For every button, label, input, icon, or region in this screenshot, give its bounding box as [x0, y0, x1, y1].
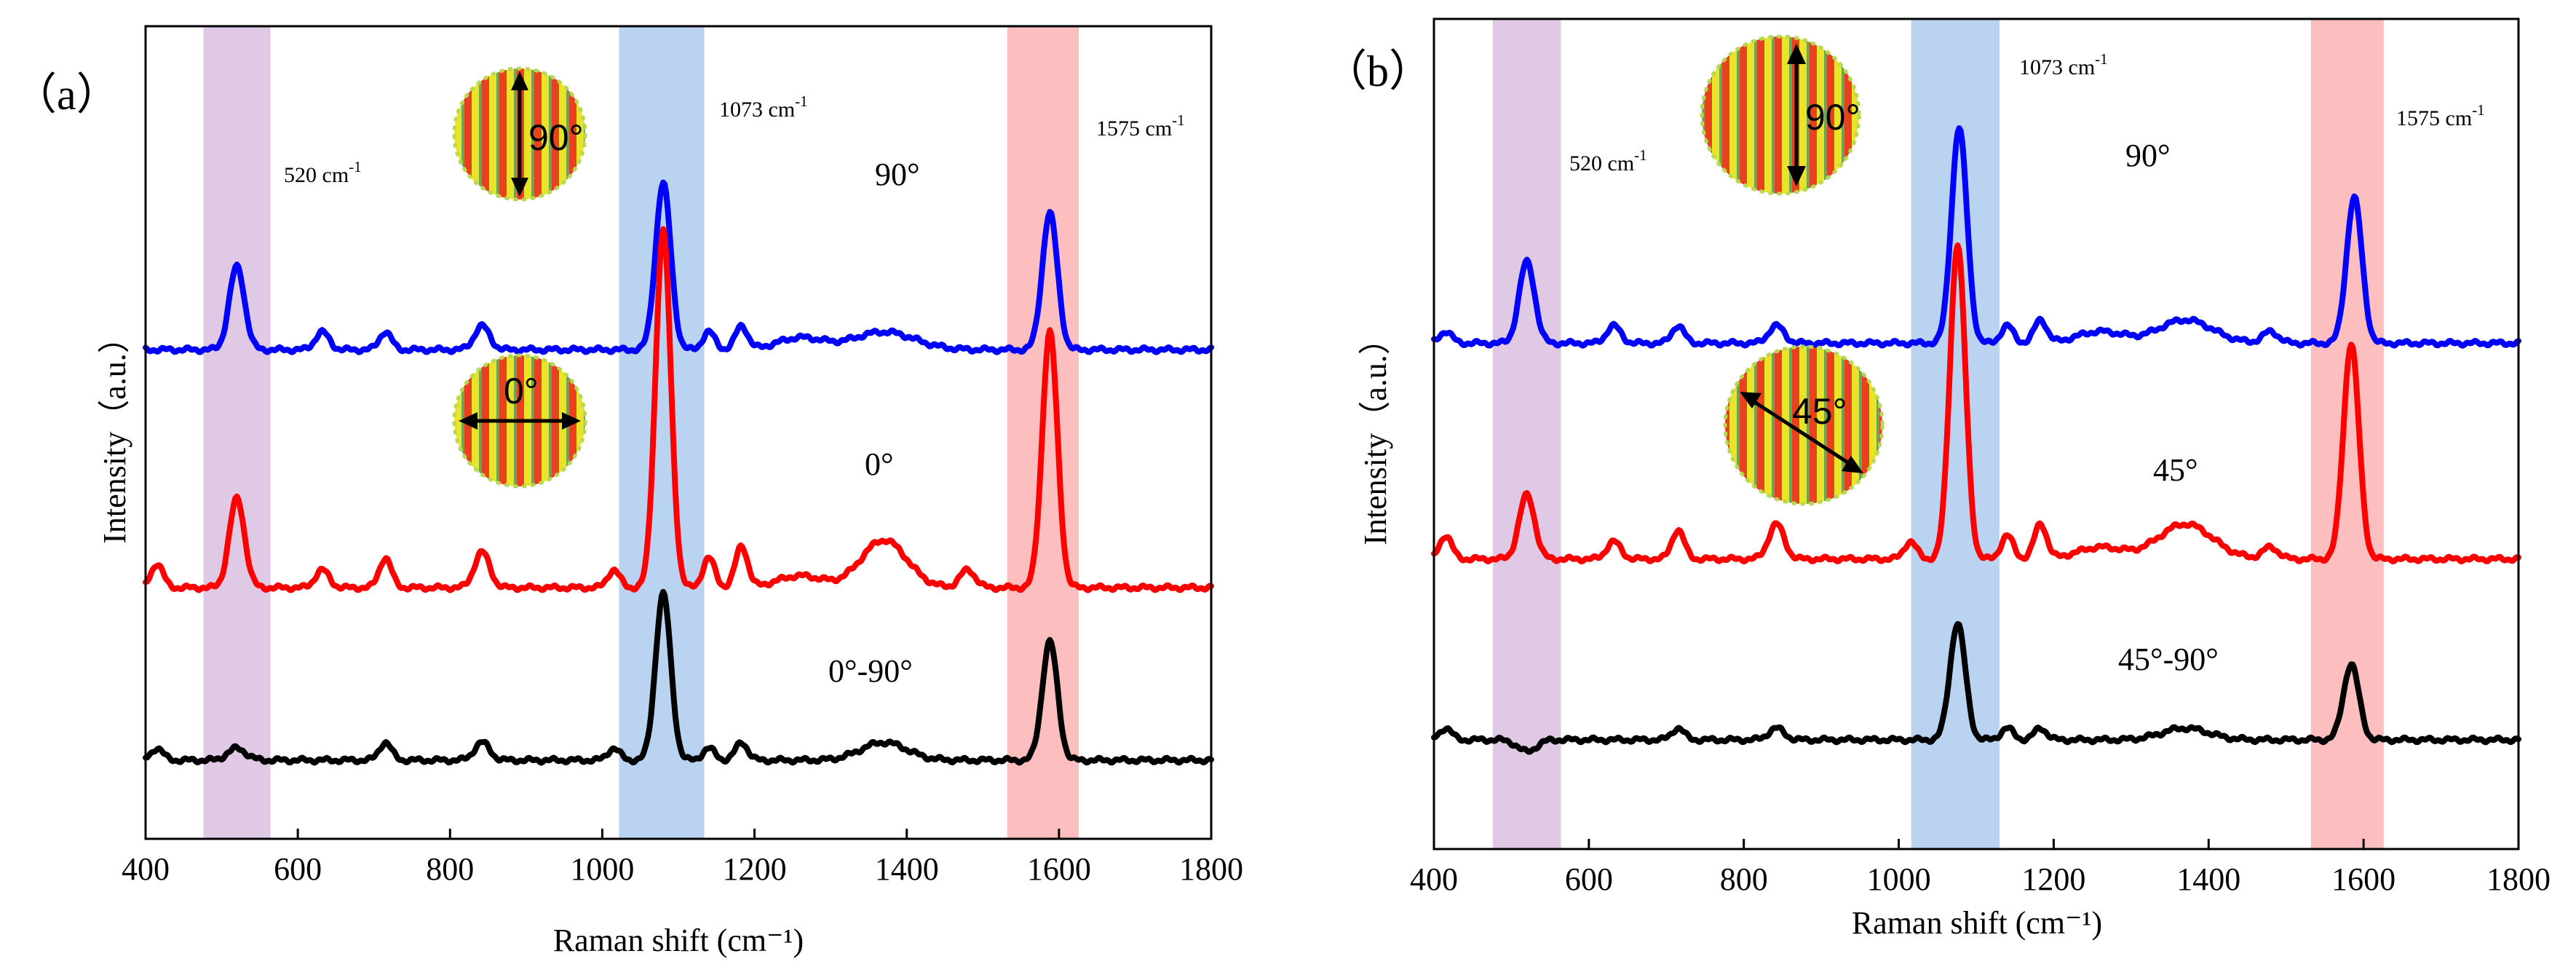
series-line-a-1	[143, 226, 1214, 593]
series-label-0-90-a: 0°-90°	[828, 653, 913, 689]
highlight-band-b-2	[2310, 19, 2384, 849]
peak-label-1073-b-text: 1073 cm	[2019, 55, 2095, 79]
peak-label-520-b-sup: -1	[1634, 146, 1647, 164]
x-tick-label-a-1: 600	[274, 851, 322, 887]
plot-frame-a	[144, 25, 1213, 840]
y-axis-title-b: Intensity（a.u.）	[1358, 323, 1393, 545]
arrow-head-bottom-icon	[1787, 166, 1806, 186]
panel-label-b: （b）	[1323, 47, 1432, 95]
panel-b: 400 600 800 1000 1200 1400 1600 1800 （b） Raman …	[1323, 17, 2551, 941]
arrow-head-topleft-icon	[1740, 392, 1761, 408]
peak-label-1575-a: 1575 cm-1	[1096, 111, 1185, 141]
series-label-45-b: 45°	[2153, 452, 2198, 488]
x-tick-label-a-0: 400	[122, 851, 170, 887]
series-line-b-2	[1431, 620, 2521, 755]
x-tick-label-a-4: 1200	[723, 851, 787, 887]
panel-a: 400 600 800 1000 1200 1400 1600 1800 （a） Raman …	[13, 25, 1243, 958]
grating-disc-icon	[1702, 36, 1859, 194]
arrow-head-top-icon	[511, 71, 528, 90]
x-tick-label-b-1: 600	[1565, 861, 1613, 897]
grating-disc-border	[452, 353, 587, 489]
panel-label-a: （a）	[13, 71, 120, 119]
polarization-angle-label: 45°	[1792, 391, 1847, 432]
x-ticks-a: 400 600 800 1000 1200 1400 1600 1800	[122, 829, 1243, 887]
peak-label-1073-b-sup: -1	[2095, 50, 2108, 68]
x-tick-label-a-3: 1000	[570, 851, 634, 887]
peak-label-1575-b: 1575 cm-1	[2396, 101, 2485, 130]
plot-frame-b	[1432, 17, 2520, 850]
x-ticks-b: 400 600 800 1000 1200 1400 1600 1800	[1410, 839, 2551, 897]
polarization-angle-label: 90°	[1805, 97, 1860, 138]
highlight-bands-b	[1492, 19, 2384, 849]
peak-label-1073-b: 1073 cm-1	[2019, 50, 2108, 79]
y-axis-title-a: Intensity（a.u.）	[97, 321, 132, 544]
series-label-90-b: 90°	[2125, 138, 2171, 173]
series-label-45-90-b: 45°-90°	[2118, 642, 2219, 677]
highlight-bands-a	[203, 26, 1079, 839]
x-tick-label-b-3: 1000	[1867, 861, 1931, 897]
peak-label-520-a-sup: -1	[349, 158, 362, 175]
x-tick-label-a-7: 1800	[1179, 851, 1243, 887]
polarization-arrow-icon	[1748, 397, 1855, 468]
spectra-b	[1431, 125, 2521, 755]
peak-label-1575-a-text: 1575 cm	[1096, 117, 1172, 141]
polarization-angle-label: 90°	[528, 117, 584, 158]
peak-label-1073-a-text: 1073 cm	[719, 98, 795, 122]
arrow-head-bottom-icon	[511, 178, 528, 197]
polarization-icon-90-a: 90°	[452, 66, 587, 202]
series-line-b-0	[1431, 125, 2521, 349]
polarization-icon-90-b: 90°	[1700, 34, 1861, 196]
x-tick-label-b-5: 1400	[2176, 861, 2240, 897]
x-tick-label-b-0: 400	[1410, 861, 1458, 897]
series-line-b-1	[1431, 242, 2521, 565]
grating-disc-border	[452, 66, 587, 202]
polarization-angle-label: 0°	[504, 371, 539, 411]
highlight-band-a-1	[619, 26, 705, 839]
x-tick-label-a-5: 1400	[875, 851, 939, 887]
x-axis-title-a: Raman shift (cm⁻¹)	[553, 923, 804, 958]
x-tick-label-b-4: 1200	[2021, 861, 2085, 897]
series-label-0-a: 0°	[865, 446, 894, 482]
x-axis-title-b: Raman shift (cm⁻¹)	[1852, 905, 2102, 941]
x-tick-label-b-7: 1800	[2486, 861, 2551, 897]
peak-label-1073-a-sup: -1	[795, 92, 808, 110]
series-line-a-2	[143, 588, 1214, 766]
arrow-head-top-icon	[1787, 44, 1806, 64]
highlight-band-b-0	[1492, 19, 1561, 849]
highlight-band-a-0	[203, 26, 271, 839]
series-line-a-0	[143, 179, 1214, 355]
x-tick-label-b-6: 1600	[2331, 861, 2395, 897]
arrow-head-right-icon	[562, 412, 581, 430]
series-label-90-a: 90°	[875, 157, 920, 192]
x-tick-label-a-6: 1600	[1027, 851, 1091, 887]
peak-label-520-a: 520 cm-1	[284, 158, 362, 187]
grating-disc-border	[1723, 344, 1885, 506]
grating-disc-border	[1700, 34, 1861, 196]
peak-label-520-b: 520 cm-1	[1569, 146, 1647, 175]
peak-label-1575-b-sup: -1	[2472, 101, 2485, 119]
spectra-a	[143, 179, 1214, 766]
peak-label-1073-a: 1073 cm-1	[719, 92, 808, 122]
grating-disc-icon	[1725, 347, 1882, 504]
peak-label-1575-b-text: 1575 cm	[2396, 106, 2472, 130]
peak-label-520-a-text: 520 cm	[284, 163, 349, 187]
polarization-icon-0-a: 0°	[452, 353, 587, 489]
peak-label-1575-a-sup: -1	[1172, 111, 1185, 129]
x-tick-label-b-2: 800	[1720, 861, 1768, 897]
polarization-icon-45-b: 45°	[1723, 344, 1885, 506]
arrow-head-bottomright-icon	[1842, 456, 1863, 473]
arrow-head-left-icon	[459, 412, 477, 430]
peak-label-520-b-text: 520 cm	[1569, 151, 1634, 175]
x-tick-label-a-2: 800	[426, 851, 474, 887]
